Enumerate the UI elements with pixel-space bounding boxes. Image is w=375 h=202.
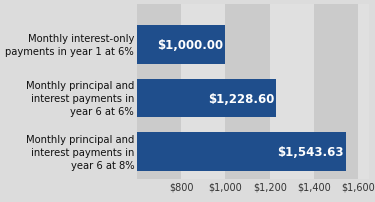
Bar bbox=[137, 79, 276, 118]
Text: Monthly principal and
interest payments in
year 6 at 6%: Monthly principal and interest payments … bbox=[26, 80, 134, 117]
Text: Monthly principal and
interest payments in
year 6 at 8%: Monthly principal and interest payments … bbox=[26, 134, 134, 170]
Bar bbox=[358, 5, 369, 179]
Bar bbox=[270, 5, 314, 179]
Bar bbox=[225, 5, 270, 179]
Bar bbox=[137, 133, 346, 171]
Text: $1,000.00: $1,000.00 bbox=[158, 39, 224, 52]
Bar bbox=[314, 5, 358, 179]
Bar bbox=[137, 5, 181, 179]
Text: Monthly interest-only
payments in year 1 at 6%: Monthly interest-only payments in year 1… bbox=[6, 34, 134, 57]
Text: $1,543.63: $1,543.63 bbox=[278, 146, 344, 159]
Bar bbox=[181, 5, 225, 179]
Text: $1,228.60: $1,228.60 bbox=[208, 92, 274, 105]
Bar bbox=[137, 26, 225, 64]
